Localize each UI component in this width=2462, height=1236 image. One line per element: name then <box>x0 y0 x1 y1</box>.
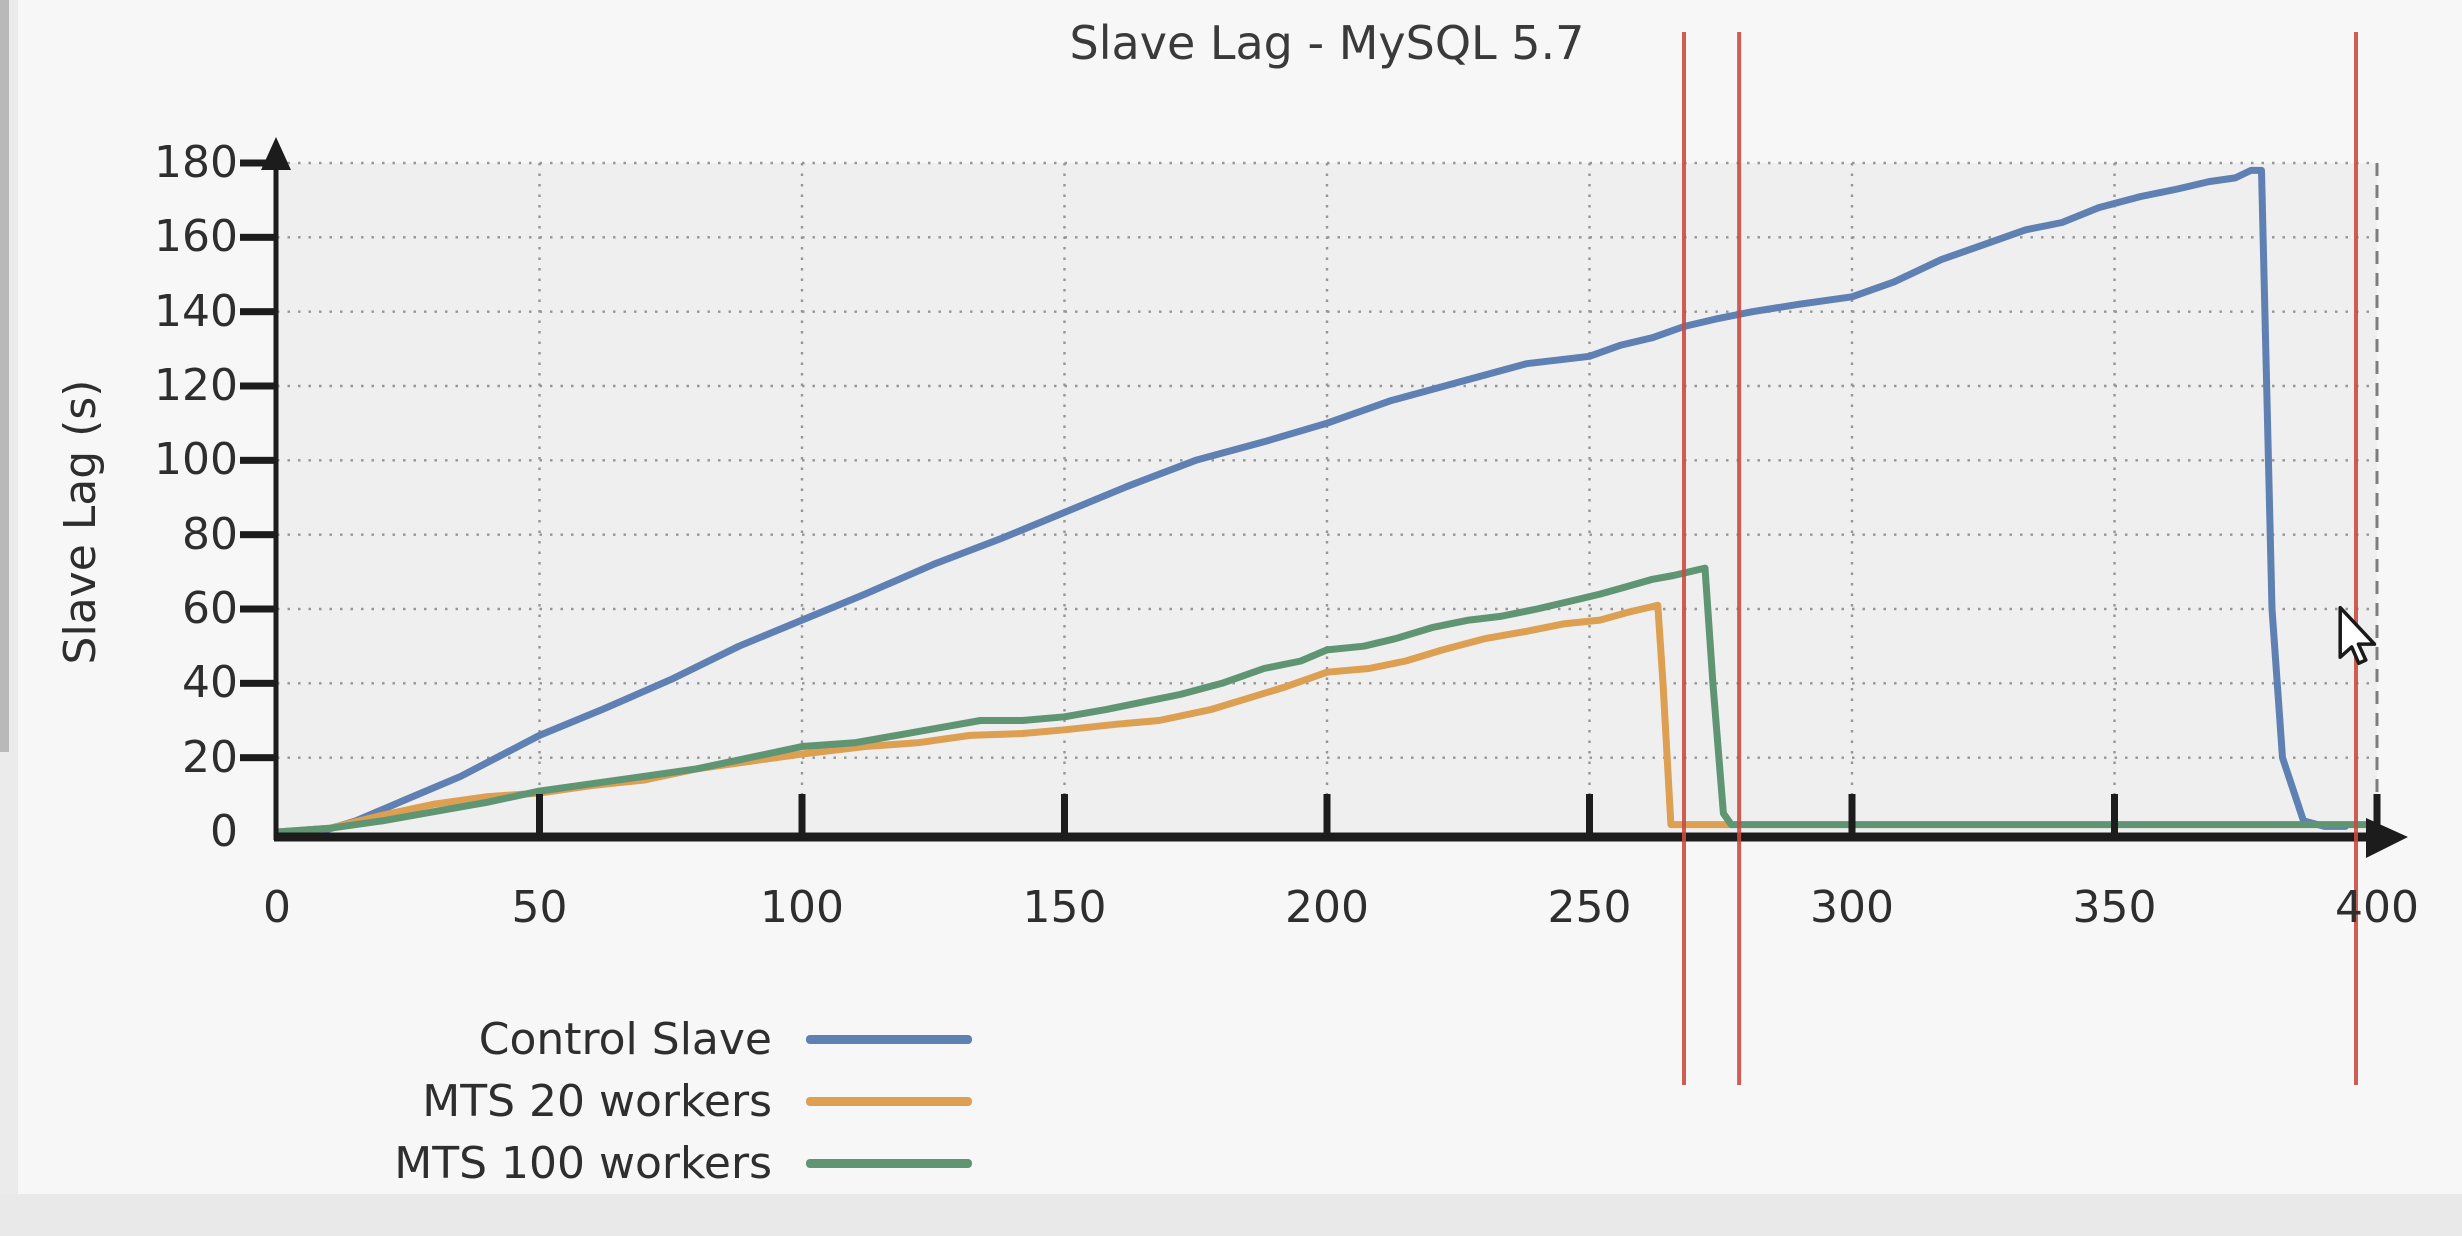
x-tick-label: 150 <box>1022 882 1107 933</box>
legend-label: MTS 20 workers <box>422 1075 772 1127</box>
x-tick-mark <box>536 794 543 836</box>
y-tick-mark <box>240 605 276 613</box>
legend-item: MTS 100 workers <box>0 1132 972 1194</box>
x-tick-label: 300 <box>1810 882 1894 933</box>
y-tick-mark <box>240 679 276 687</box>
left-edge-dark-artifact <box>0 0 9 752</box>
x-tick-label: 0 <box>263 882 291 933</box>
y-tick-mark <box>240 233 276 241</box>
legend-swatch <box>806 1158 972 1168</box>
y-tick-label: 120 <box>154 360 238 411</box>
x-tick-label: 100 <box>760 882 844 933</box>
y-tick-label: 180 <box>154 137 238 188</box>
mouse-cursor <box>2338 606 2377 666</box>
y-tick-mark <box>240 308 276 316</box>
y-tick-label: 20 <box>182 731 238 783</box>
legend-item: MTS 20 workers <box>0 1070 972 1132</box>
legend-swatch <box>806 1096 972 1106</box>
y-tick-mark <box>240 159 276 167</box>
bottom-edge-artifact <box>0 1194 2462 1236</box>
chart-title: Slave Lag - MySQL 5.7 <box>1069 16 1585 70</box>
cursor-arrow-shape <box>2338 606 2377 666</box>
x-tick-mark <box>798 794 806 836</box>
x-tick-mark <box>2111 794 2118 836</box>
y-tick-label: 0 <box>210 806 238 857</box>
y-tick-label: 160 <box>154 211 238 263</box>
x-tick-label: 350 <box>2072 882 2157 933</box>
x-tick-mark <box>1586 794 1593 836</box>
y-tick-mark <box>240 754 276 762</box>
legend: Control Slave MTS 20 workers MTS 100 worke… <box>0 1008 972 1194</box>
legend-label: MTS 100 workers <box>394 1137 772 1189</box>
legend-label: Control Slave <box>478 1013 772 1065</box>
x-tick-mark <box>1061 794 1068 836</box>
x-tick-label: 50 <box>511 882 568 933</box>
x-tick-mark <box>2373 794 2381 836</box>
y-tick-label: 40 <box>182 657 238 709</box>
x-tick-label: 400 <box>2335 882 2419 933</box>
y-tick-label: 60 <box>182 583 238 634</box>
y-tick-mark <box>240 531 276 539</box>
y-tick-mark <box>240 456 276 464</box>
y-tick-label: 80 <box>182 508 238 560</box>
legend-swatch <box>806 1034 972 1044</box>
y-tick-mark <box>240 382 276 390</box>
y-tick-label: 140 <box>154 285 238 337</box>
x-tick-mark <box>1848 794 1856 836</box>
y-tick-label: 100 <box>154 434 238 486</box>
x-tick-label: 250 <box>1547 882 1632 933</box>
series-line <box>273 564 2376 836</box>
legend-item: Control Slave <box>0 1008 972 1070</box>
x-axis-arrow <box>2366 818 2408 858</box>
x-tick-mark <box>1323 794 1331 836</box>
x-tick-label: 200 <box>1285 882 1369 933</box>
series-line <box>273 166 2349 836</box>
